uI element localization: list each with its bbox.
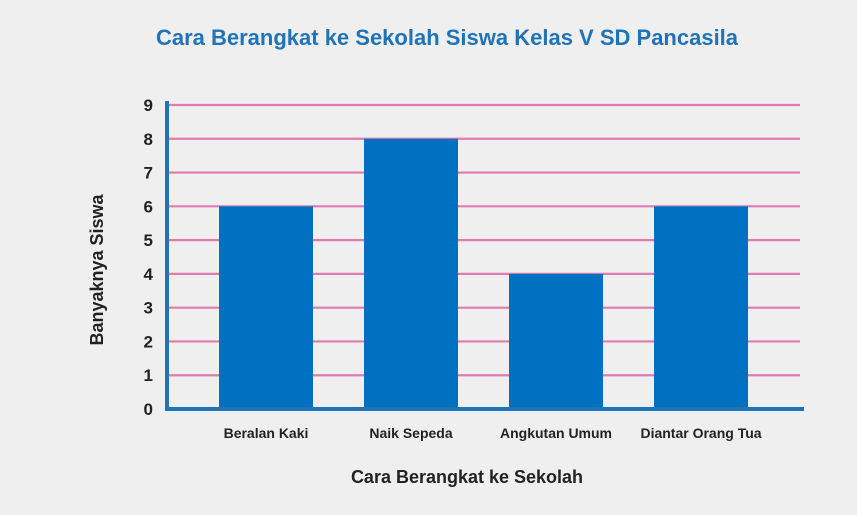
- y-tick-label: 8: [144, 130, 153, 149]
- y-axis-label: Banyaknya Siswa: [87, 193, 107, 345]
- y-tick-label: 6: [144, 197, 153, 216]
- bars: [219, 138, 748, 409]
- x-tick-label: Beralan Kaki: [224, 425, 309, 441]
- x-tick-labels: Beralan Kaki Naik Sepeda Angkutan Umum Dian…: [224, 425, 762, 441]
- bar: [219, 206, 313, 409]
- y-tick-label: 5: [144, 231, 153, 250]
- y-tick-label: 0: [144, 400, 153, 419]
- y-tick-label: 3: [144, 299, 153, 318]
- y-tick-label: 1: [144, 366, 153, 385]
- bar: [509, 273, 603, 409]
- y-tick-label: 9: [144, 96, 153, 115]
- x-tick-label: Diantar Orang Tua: [640, 425, 761, 441]
- x-axis-label: Cara Berangkat ke Sekolah: [351, 467, 583, 487]
- x-tick-label: Angkutan Umum: [500, 425, 612, 441]
- y-tick-labels: 0 1 2 3 4 5 6 7 8 9: [144, 96, 154, 419]
- y-tick-label: 4: [144, 265, 154, 284]
- bar: [654, 206, 748, 409]
- y-tick-label: 7: [144, 164, 153, 183]
- chart-title: Cara Berangkat ke Sekolah Siswa Kelas V …: [156, 25, 739, 50]
- x-tick-label: Naik Sepeda: [369, 425, 452, 441]
- y-tick-label: 2: [144, 332, 153, 351]
- bar: [364, 138, 458, 409]
